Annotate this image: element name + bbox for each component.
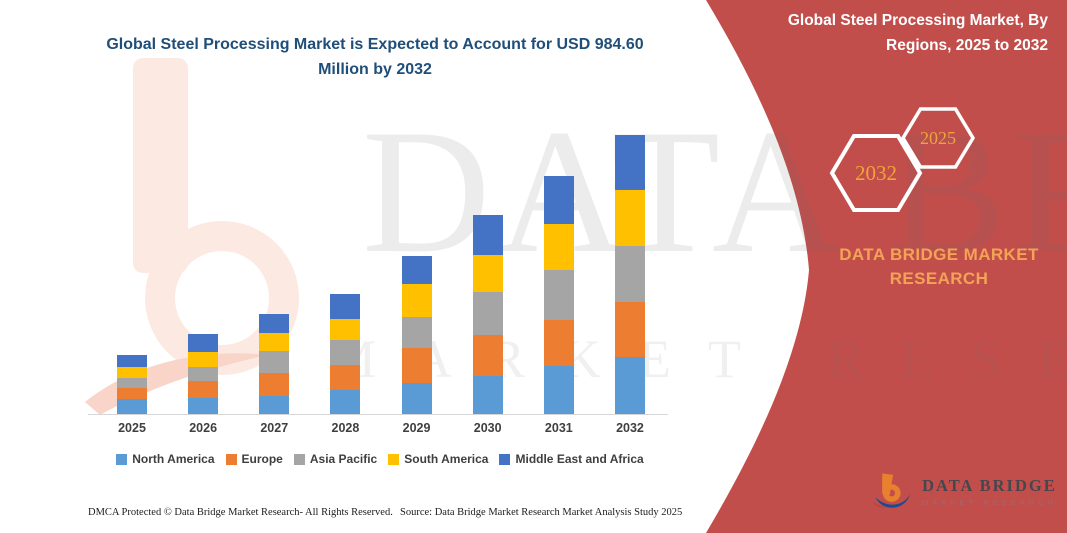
bar-segment [188,366,219,381]
bar-segment [330,318,361,341]
legend-item: Asia Pacific [293,452,378,466]
legend-label: Europe [241,452,283,466]
bar-segment [614,190,645,247]
bar-segment [614,135,645,191]
bar-segment [188,334,219,352]
stacked-bar-2032 [614,135,645,414]
plot-area [88,134,668,414]
bar-segment [472,215,503,255]
legend-label: North America [132,452,215,466]
legend-item: Europe [225,452,283,466]
stacked-bar-2030 [472,215,503,414]
bar-segment [117,399,147,414]
bar-segment [117,378,147,389]
company-logo-subtitle: MARKET RESEARCH [922,497,1057,507]
bar-segment [543,224,574,271]
hexagon-2025 [900,107,976,169]
bar-segment [188,351,219,367]
x-axis-label-2029: 2029 [402,421,431,435]
bar-segment [401,283,432,318]
bar-segment [543,366,574,414]
legend-swatch-icon [116,453,128,465]
year-hexagons: 2032 2025 [829,107,976,212]
company-logo-name: DATA BRIDGE [922,475,1057,495]
watermark-market-research: MARKET RESEARCH [328,329,1067,389]
bar-segment [259,314,290,334]
bar-segment [259,373,290,396]
hexagon-2025-label: 2025 [920,128,956,148]
bar-segment [614,301,645,358]
bar-segment [614,246,645,302]
company-logo-text: DATA BRIDGE MARKET RESEARCH [922,476,1057,507]
bar-segment [472,254,503,293]
company-logo: DATA BRIDGE MARKET RESEARCH [872,462,1057,520]
legend: North America Europe Asia Pacific South Ame… [80,452,680,466]
bar-segment [401,383,432,414]
bar-segment [188,380,219,399]
stacked-bar-2029 [401,255,432,414]
legend-label: Middle East and Africa [515,452,644,466]
bar-segment [117,367,147,379]
bar-segment [330,340,361,366]
source-note: Source: Data Bridge Market Research Mark… [400,507,683,518]
hexagon-2032 [829,134,923,212]
bar-segment [117,388,147,400]
stacked-bar-2027 [259,314,290,414]
x-axis-label-2032: 2032 [616,421,644,435]
bar-segment [472,292,503,335]
bar-segment [472,334,503,376]
legend-item: South America [388,452,488,466]
bar-segment [543,319,574,367]
company-logo-icon [873,473,911,508]
panel-title: Global Steel Processing Market, By Regio… [787,12,1048,54]
x-axis-label-2025: 2025 [118,421,146,435]
legend-swatch-icon [499,453,511,465]
bar-segment [259,351,290,374]
stacked-bar-2025 [117,355,147,414]
brand-text: DATA BRIDGE MARKET RESEARCH [839,245,1039,288]
x-axis-label-2027: 2027 [260,421,289,435]
bar-segment [401,348,432,383]
x-axis-label-2030: 2030 [473,421,502,435]
x-axis-line [88,414,668,415]
legend-item: Middle East and Africa [499,452,644,466]
legend-swatch-icon [225,453,237,465]
bar-segment [117,355,147,368]
legend-item: North America [116,452,215,466]
x-axis-label-2028: 2028 [331,421,360,435]
bar-segment [188,398,219,414]
bar-segment [330,365,361,390]
bar-segment [401,255,432,284]
stacked-bar-2028 [330,293,361,414]
bar-segment [330,293,361,319]
legend-label: Asia Pacific [309,452,378,466]
bar-segment [259,333,290,351]
hexagon-2032-label: 2032 [855,161,897,185]
chart-title: Global Steel Processing Market is Expect… [106,36,644,78]
stacked-bar-2031 [543,175,574,414]
bar-segment [330,389,361,414]
bar-segment [543,175,574,225]
x-axis-label-2031: 2031 [544,421,573,435]
background-logo-watermark [85,58,299,415]
legend-swatch-icon [388,453,400,465]
stacked-bar-2026 [188,334,219,414]
bar-segment [401,317,432,349]
dmca-notice: DMCA Protected © Data Bridge Market Rese… [88,507,393,518]
bar-segment [614,357,645,414]
bar-segment [472,375,503,414]
legend-label: South America [404,452,489,466]
x-axis-label-2026: 2026 [189,421,218,435]
legend-swatch-icon [293,453,305,465]
bar-segment [543,270,574,320]
bar-segment [259,395,290,414]
